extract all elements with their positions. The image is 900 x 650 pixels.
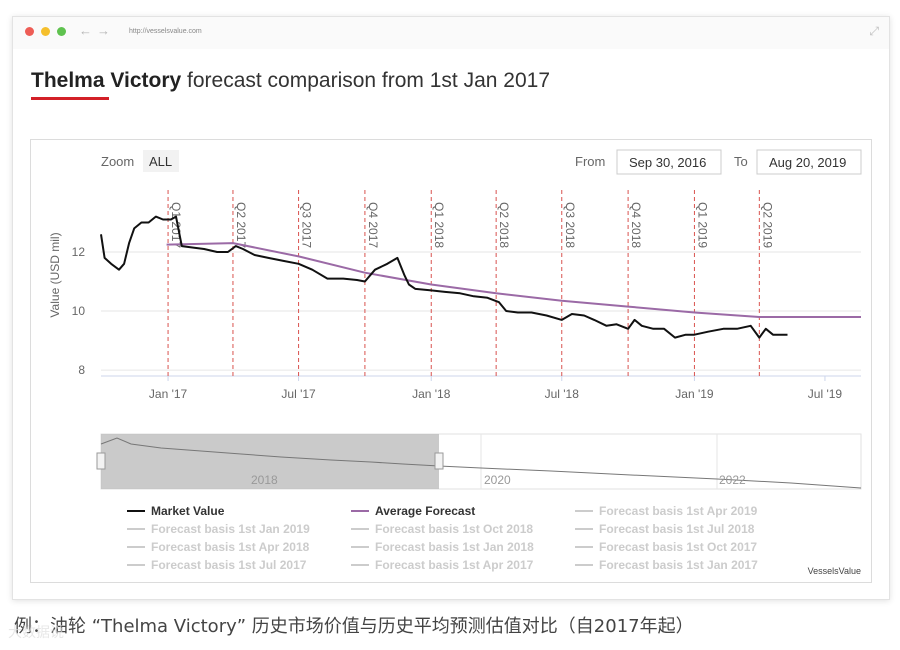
legend-item[interactable]: Forecast basis 1st Jan 2018	[351, 540, 534, 554]
quarter-marker-label: Q4 2018	[629, 202, 643, 248]
legend-label: Forecast basis 1st Apr 2019	[599, 504, 758, 518]
title-rest: forecast comparison from 1st Jan 2017	[181, 69, 551, 92]
from-date-input[interactable]: Sep 30, 2016	[629, 155, 706, 170]
navigator[interactable]: 2018 2020 2022	[96, 433, 862, 490]
legend-label: Forecast basis 1st Oct 2017	[599, 540, 757, 554]
legend-item[interactable]: Forecast basis 1st Apr 2018	[127, 540, 310, 554]
grid-layer: 8 10 12	[72, 245, 861, 377]
navigator-right-handle[interactable]	[434, 452, 444, 470]
browser-titlebar: ← → http://vesselsvalue.com ⤢	[13, 17, 889, 49]
to-date-input[interactable]: Aug 20, 2019	[769, 155, 846, 170]
expand-icon[interactable]: ⤢	[869, 24, 879, 38]
caption: 例：油轮 “Thelma Victory” 历史市场价值与历史平均预测估值对比（…	[14, 616, 694, 637]
x-tick-label: Jul '19	[808, 387, 843, 401]
from-date-input-box[interactable]	[616, 149, 722, 175]
quarter-marker-label: Q2 2017	[234, 202, 248, 248]
chart-container: Zoom ALL From Sep 30, 2016 To Aug 20, 20…	[30, 139, 872, 583]
legend-label: Forecast basis 1st Jul 2018	[599, 522, 755, 536]
legend-item[interactable]: Forecast basis 1st Jul 2017	[127, 558, 307, 572]
quarter-marker-label: Q1 2018	[432, 202, 446, 248]
y-tick-label: 10	[72, 304, 86, 318]
legend-item[interactable]: Forecast basis 1st Apr 2017	[351, 558, 534, 572]
y-tick-label: 8	[78, 363, 85, 377]
from-label: From	[575, 154, 605, 169]
legend-label: Forecast basis 1st Jul 2017	[151, 558, 307, 572]
navigator-label-2020: 2020	[484, 473, 511, 487]
series-layer	[100, 215, 861, 339]
navigator-label-2022: 2022	[719, 473, 746, 487]
navigator-selection[interactable]	[101, 434, 439, 489]
page-title: Thelma Victory forecast comparison from …	[31, 69, 550, 93]
brand-credit: VesselsValue	[808, 566, 861, 576]
vessel-name: Thelma Victory	[31, 69, 182, 92]
to-date-input-box[interactable]	[756, 149, 862, 175]
navigator-series	[100, 437, 862, 489]
legend-item[interactable]: Market Value	[127, 504, 225, 518]
back-arrow-icon[interactable]: ←	[79, 23, 92, 38]
zoom-all-button-bg[interactable]	[143, 150, 179, 172]
watermark: 大数据说	[8, 625, 64, 641]
quarter-marker-label: Q3 2017	[300, 202, 314, 248]
legend: Market Value Average Forecast Forecast bas…	[127, 504, 758, 572]
x-tick-label: Jul '17	[281, 387, 316, 401]
average-forecast-series	[166, 242, 861, 318]
minimize-dot[interactable]	[41, 27, 50, 36]
x-tick-label: Jan '17	[149, 387, 188, 401]
maximize-dot[interactable]	[57, 27, 66, 36]
legend-label: Forecast basis 1st Apr 2018	[151, 540, 310, 554]
navigator-label-2018: 2018	[251, 473, 278, 487]
quarter-marker-label: Q4 2017	[366, 202, 380, 248]
market-value-series	[100, 215, 788, 339]
legend-label: Market Value	[151, 504, 225, 518]
legend-item[interactable]: Forecast basis 1st Jan 2019	[127, 522, 310, 536]
legend-label: Forecast basis 1st Jan 2019	[151, 522, 310, 536]
y-axis-label: Value (USD mil)	[48, 232, 62, 317]
legend-item[interactable]: Forecast basis 1st Jan 2017	[575, 558, 758, 572]
zoom-label: Zoom	[101, 154, 134, 169]
close-dot[interactable]	[25, 27, 34, 36]
legend-item[interactable]: Forecast basis 1st Jul 2018	[575, 522, 755, 536]
legend-item[interactable]: Forecast basis 1st Oct 2018	[351, 522, 533, 536]
x-tick-label: Jan '19	[675, 387, 714, 401]
legend-label: Forecast basis 1st Oct 2018	[375, 522, 533, 536]
legend-item[interactable]: Forecast basis 1st Oct 2017	[575, 540, 757, 554]
chart-svg: Zoom ALL From Sep 30, 2016 To Aug 20, 20…	[48, 149, 862, 576]
legend-label: Forecast basis 1st Jan 2018	[375, 540, 534, 554]
browser-window: ← → http://vesselsvalue.com ⤢ Thelma Vic…	[12, 16, 890, 600]
title-underline	[31, 97, 109, 100]
quarter-marker-label: Q3 2018	[563, 202, 577, 248]
forward-arrow-icon[interactable]: →	[97, 23, 110, 38]
y-tick-label: 12	[72, 245, 86, 259]
quarter-marker-label: Q2 2019	[760, 202, 774, 248]
quarter-marker-label: Q2 2018	[497, 202, 511, 248]
quarter-markers-layer: Q1 2017 Q2 2017 Q3 2017 Q4 2017 Q1 2018 Q2 20…	[167, 190, 774, 376]
legend-label: Forecast basis 1st Apr 2017	[375, 558, 534, 572]
to-label: To	[734, 154, 748, 169]
zoom-all-button[interactable]: ALL	[149, 154, 172, 169]
legend-label: Average Forecast	[375, 504, 475, 518]
x-tick-label: Jan '18	[412, 387, 451, 401]
quarter-marker-label: Q1 2019	[695, 202, 709, 248]
x-axis-layer: Jan '17 Jul '17 Jan '18 Jul '18 Jan '19 Jul '…	[149, 376, 843, 401]
navigator-left-handle[interactable]	[96, 452, 106, 470]
legend-label: Forecast basis 1st Jan 2017	[599, 558, 758, 572]
x-tick-label: Jul '18	[545, 387, 580, 401]
address-bar[interactable]: http://vesselsvalue.com	[129, 28, 202, 35]
legend-item[interactable]: Average Forecast	[351, 504, 475, 518]
legend-item[interactable]: Forecast basis 1st Apr 2019	[575, 504, 758, 518]
